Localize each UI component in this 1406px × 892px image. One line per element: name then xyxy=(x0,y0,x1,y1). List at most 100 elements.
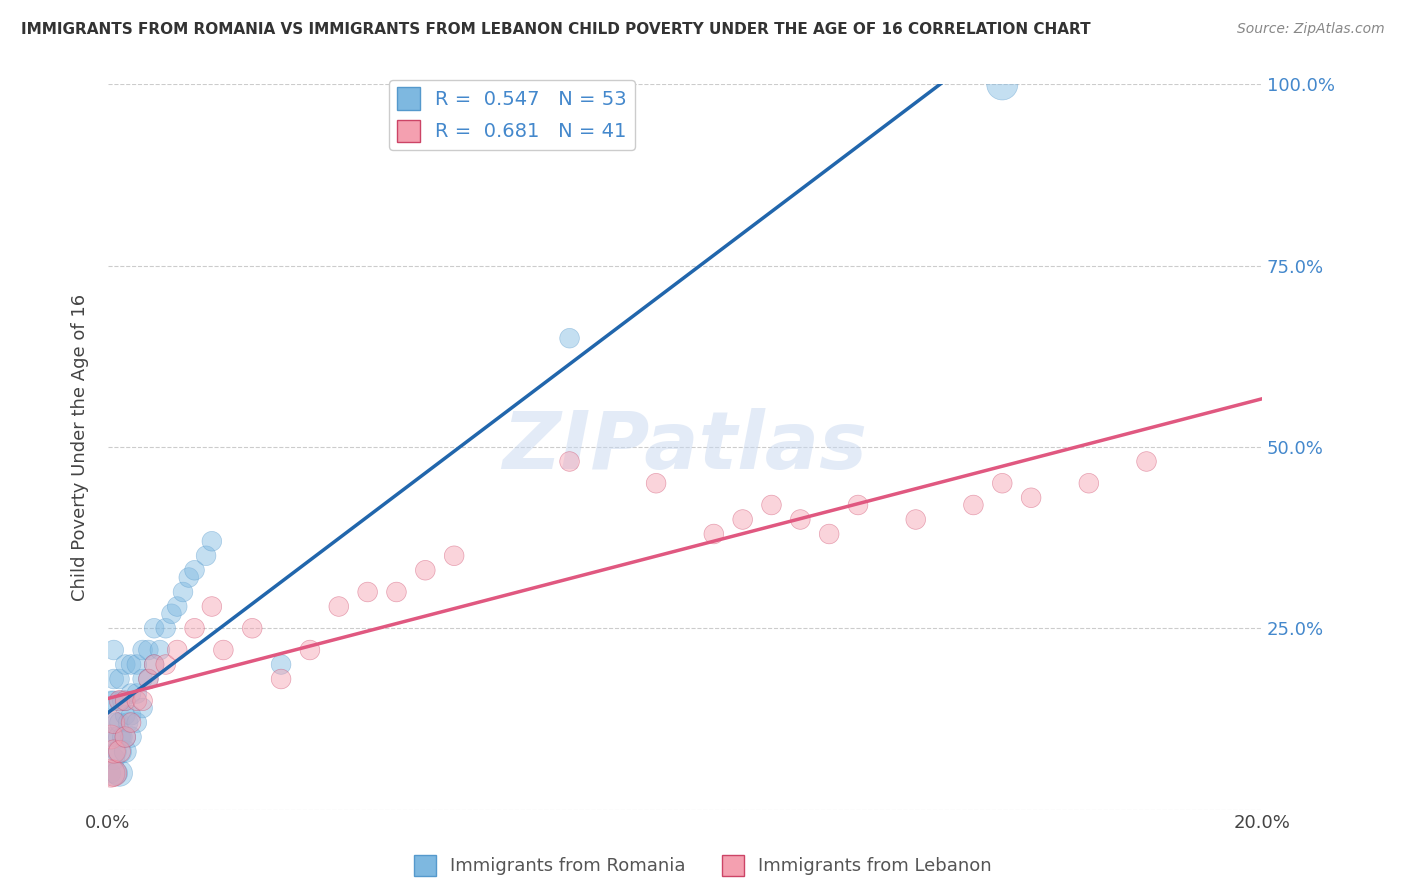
Point xyxy=(120,715,142,730)
Point xyxy=(761,498,783,512)
Point xyxy=(125,657,148,672)
Point xyxy=(105,745,128,759)
Point xyxy=(645,476,668,491)
Point xyxy=(108,730,131,744)
Point xyxy=(131,672,153,686)
Point xyxy=(125,694,148,708)
Text: Source: ZipAtlas.com: Source: ZipAtlas.com xyxy=(1237,22,1385,37)
Point xyxy=(177,570,200,584)
Point xyxy=(125,686,148,700)
Point xyxy=(108,694,131,708)
Point xyxy=(103,766,125,780)
Point xyxy=(108,745,131,759)
Point xyxy=(183,563,205,577)
Point xyxy=(201,534,224,549)
Point xyxy=(962,498,984,512)
Point xyxy=(114,694,136,708)
Point xyxy=(120,708,142,723)
Point xyxy=(1135,454,1157,468)
Point xyxy=(385,585,408,599)
Point xyxy=(138,672,160,686)
Point xyxy=(131,643,153,657)
Text: ZIPatlas: ZIPatlas xyxy=(502,408,868,486)
Point xyxy=(166,599,188,614)
Point xyxy=(103,745,125,759)
Point xyxy=(270,672,292,686)
Point xyxy=(789,512,811,526)
Point xyxy=(120,686,142,700)
Point xyxy=(114,730,136,744)
Text: IMMIGRANTS FROM ROMANIA VS IMMIGRANTS FROM LEBANON CHILD POVERTY UNDER THE AGE O: IMMIGRANTS FROM ROMANIA VS IMMIGRANTS FR… xyxy=(21,22,1091,37)
Point xyxy=(131,701,153,715)
Point xyxy=(443,549,465,563)
Point xyxy=(103,715,125,730)
Point xyxy=(558,454,581,468)
Point xyxy=(166,643,188,657)
Point xyxy=(120,657,142,672)
Point xyxy=(143,657,166,672)
Point xyxy=(108,672,131,686)
Point xyxy=(149,643,172,657)
Point xyxy=(103,730,125,744)
Point xyxy=(356,585,378,599)
Point xyxy=(138,643,160,657)
Point xyxy=(114,708,136,723)
Point xyxy=(818,527,841,541)
Point xyxy=(105,766,128,780)
Point xyxy=(103,672,125,686)
Point xyxy=(120,730,142,744)
Point xyxy=(108,694,131,708)
Point xyxy=(108,745,131,759)
Point xyxy=(103,752,125,766)
Point xyxy=(111,730,134,744)
Point xyxy=(155,621,177,635)
Point xyxy=(114,694,136,708)
Point xyxy=(108,715,131,730)
Point xyxy=(111,694,134,708)
Point xyxy=(703,527,725,541)
Point xyxy=(731,512,754,526)
Point xyxy=(413,563,436,577)
Point xyxy=(125,715,148,730)
Point xyxy=(298,643,321,657)
Point xyxy=(991,78,1014,92)
Point xyxy=(100,766,122,780)
Point xyxy=(114,657,136,672)
Point xyxy=(183,621,205,635)
Legend: R =  0.547   N = 53, R =  0.681   N = 41: R = 0.547 N = 53, R = 0.681 N = 41 xyxy=(389,79,636,150)
Point xyxy=(103,715,125,730)
Point xyxy=(105,715,128,730)
Y-axis label: Child Poverty Under the Age of 16: Child Poverty Under the Age of 16 xyxy=(72,293,89,600)
Point xyxy=(904,512,927,526)
Point xyxy=(328,599,350,614)
Point xyxy=(240,621,263,635)
Point xyxy=(212,643,235,657)
Point xyxy=(991,476,1014,491)
Point xyxy=(100,730,122,744)
Point xyxy=(558,331,581,345)
Point xyxy=(138,672,160,686)
Point xyxy=(143,621,166,635)
Point xyxy=(103,694,125,708)
Point xyxy=(100,694,122,708)
Point xyxy=(172,585,194,599)
Point xyxy=(1077,476,1099,491)
Point xyxy=(114,745,136,759)
Point xyxy=(108,766,131,780)
Point xyxy=(103,643,125,657)
Point xyxy=(103,766,125,780)
Point xyxy=(1019,491,1042,505)
Point xyxy=(846,498,869,512)
Point xyxy=(195,549,218,563)
Legend: Immigrants from Romania, Immigrants from Lebanon: Immigrants from Romania, Immigrants from… xyxy=(408,847,998,883)
Point xyxy=(131,694,153,708)
Point xyxy=(160,607,183,621)
Point xyxy=(270,657,292,672)
Point xyxy=(117,715,139,730)
Point xyxy=(155,657,177,672)
Point xyxy=(114,730,136,744)
Point xyxy=(143,657,166,672)
Point xyxy=(100,730,122,744)
Point xyxy=(201,599,224,614)
Point xyxy=(100,766,122,780)
